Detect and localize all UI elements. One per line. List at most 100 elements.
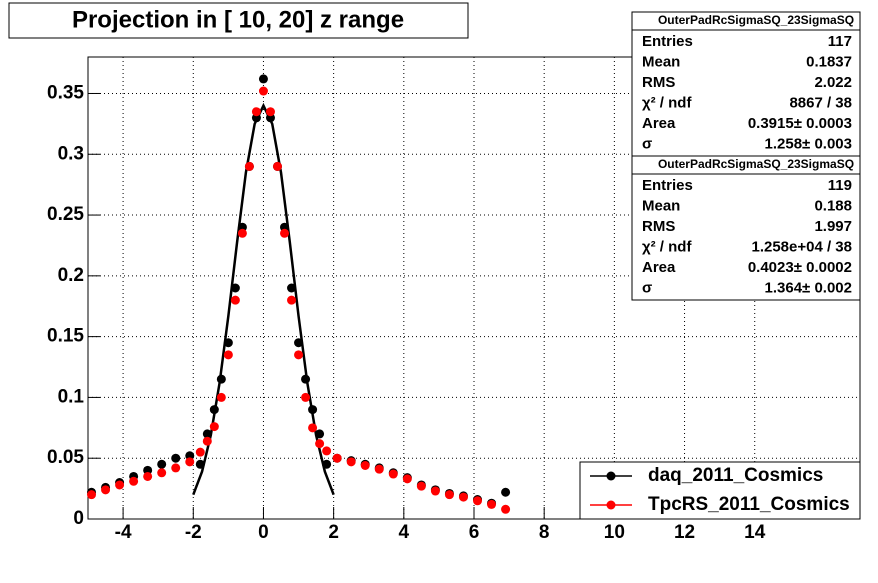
data-point [87, 490, 97, 500]
stats-title: OuterPadRcSigmaSQ_23SigmaSQ [658, 157, 854, 171]
data-point [294, 338, 304, 348]
stats-label: Mean [642, 197, 680, 214]
data-point [230, 295, 240, 305]
stats-box [631, 155, 861, 301]
data-point [195, 447, 205, 457]
stats-label: χ² / ndf [642, 238, 692, 255]
data-point [301, 374, 311, 384]
x-tick-label: 0 [258, 522, 269, 543]
y-tick-label: 0.25 [47, 204, 84, 225]
stats-value: 0.1837 [806, 53, 852, 70]
stats-label: RMS [642, 74, 675, 91]
stats-value: 1.364± 0.002 [765, 279, 852, 296]
x-tick-label: -2 [185, 522, 202, 543]
data-point [308, 405, 318, 415]
stats-value: 0.188 [814, 197, 852, 214]
data-point [143, 471, 153, 481]
data-point [287, 283, 297, 293]
data-point [101, 485, 111, 495]
stats-label: χ² / ndf [642, 94, 692, 111]
data-point [487, 499, 497, 509]
y-tick-label: 0.3 [58, 143, 84, 164]
x-tick-label: 4 [399, 522, 410, 543]
title-box [8, 2, 469, 39]
data-point [501, 487, 511, 497]
stats-value: 1.258± 0.003 [765, 135, 852, 152]
stats-title: OuterPadRcSigmaSQ_23SigmaSQ [658, 13, 854, 27]
data-point [195, 459, 205, 469]
x-tick-label: 6 [469, 522, 480, 543]
data-point [237, 228, 247, 238]
data-point [129, 476, 139, 486]
data-point [185, 457, 195, 467]
data-point [501, 504, 511, 514]
data-point [402, 474, 412, 484]
y-tick-label: 0.2 [58, 265, 84, 286]
x-tick-label: 8 [539, 522, 550, 543]
data-point [258, 74, 268, 84]
data-point [294, 350, 304, 360]
stats-label: RMS [642, 218, 675, 235]
chart-title: Projection in [ 10, 20] z range [72, 6, 404, 33]
data-point [458, 492, 468, 502]
data-point [322, 446, 332, 456]
data-point [301, 392, 311, 402]
legend-label: TpcRS_2011_Cosmics [648, 494, 850, 515]
data-point [230, 283, 240, 293]
data-point [280, 228, 290, 238]
y-tick-label: 0.1 [58, 386, 85, 407]
data-point [258, 86, 268, 96]
stats-value: 1.258e+04 / 38 [751, 238, 852, 255]
x-tick-label: 2 [328, 522, 339, 543]
data-point [332, 453, 342, 463]
stats-label: Area [642, 115, 676, 132]
data-point [251, 107, 261, 117]
data-point [216, 374, 226, 384]
data-point [202, 429, 212, 439]
data-point [374, 464, 384, 474]
x-tick-label: 12 [674, 522, 695, 543]
y-tick-label: 0.05 [47, 447, 84, 468]
data-point [265, 107, 275, 117]
data-point [216, 392, 226, 402]
y-tick-label: 0 [73, 508, 84, 529]
stats-value: 0.3915± 0.0003 [748, 115, 852, 132]
data-point [287, 295, 297, 305]
data-point [171, 453, 181, 463]
stats-value: 117 [828, 33, 852, 50]
stats-box [631, 11, 861, 157]
stats-value: 2.022 [814, 74, 852, 91]
x-tick-label: -4 [115, 522, 132, 543]
stats-value: 8867 / 38 [789, 94, 852, 111]
data-point [430, 486, 440, 496]
data-point [171, 463, 181, 473]
data-point [416, 481, 426, 491]
data-point [209, 405, 219, 415]
legend-label: daq_2011_Cosmics [648, 465, 823, 486]
legend-box [579, 461, 861, 520]
legend-marker [606, 500, 616, 510]
data-point [244, 161, 254, 171]
data-point [223, 350, 233, 360]
stats-label: Area [642, 259, 676, 276]
fit-curve [192, 102, 335, 496]
data-point [209, 422, 219, 432]
data-point [115, 480, 125, 490]
stats-value: 119 [828, 177, 852, 194]
data-point [473, 496, 483, 506]
data-point [322, 459, 332, 469]
x-tick-label: 14 [744, 522, 766, 543]
data-point [346, 457, 356, 467]
legend-marker [606, 471, 616, 481]
stats-label: Entries [642, 177, 693, 194]
data-point [360, 461, 370, 471]
stats-label: σ [642, 279, 652, 296]
data-point [315, 439, 325, 449]
stats-value: 1.997 [814, 218, 852, 235]
stats-value: 0.4023± 0.0002 [748, 259, 852, 276]
x-tick-label: 10 [604, 522, 625, 543]
data-point [308, 423, 318, 433]
data-point [157, 468, 167, 478]
data-point [388, 469, 398, 479]
